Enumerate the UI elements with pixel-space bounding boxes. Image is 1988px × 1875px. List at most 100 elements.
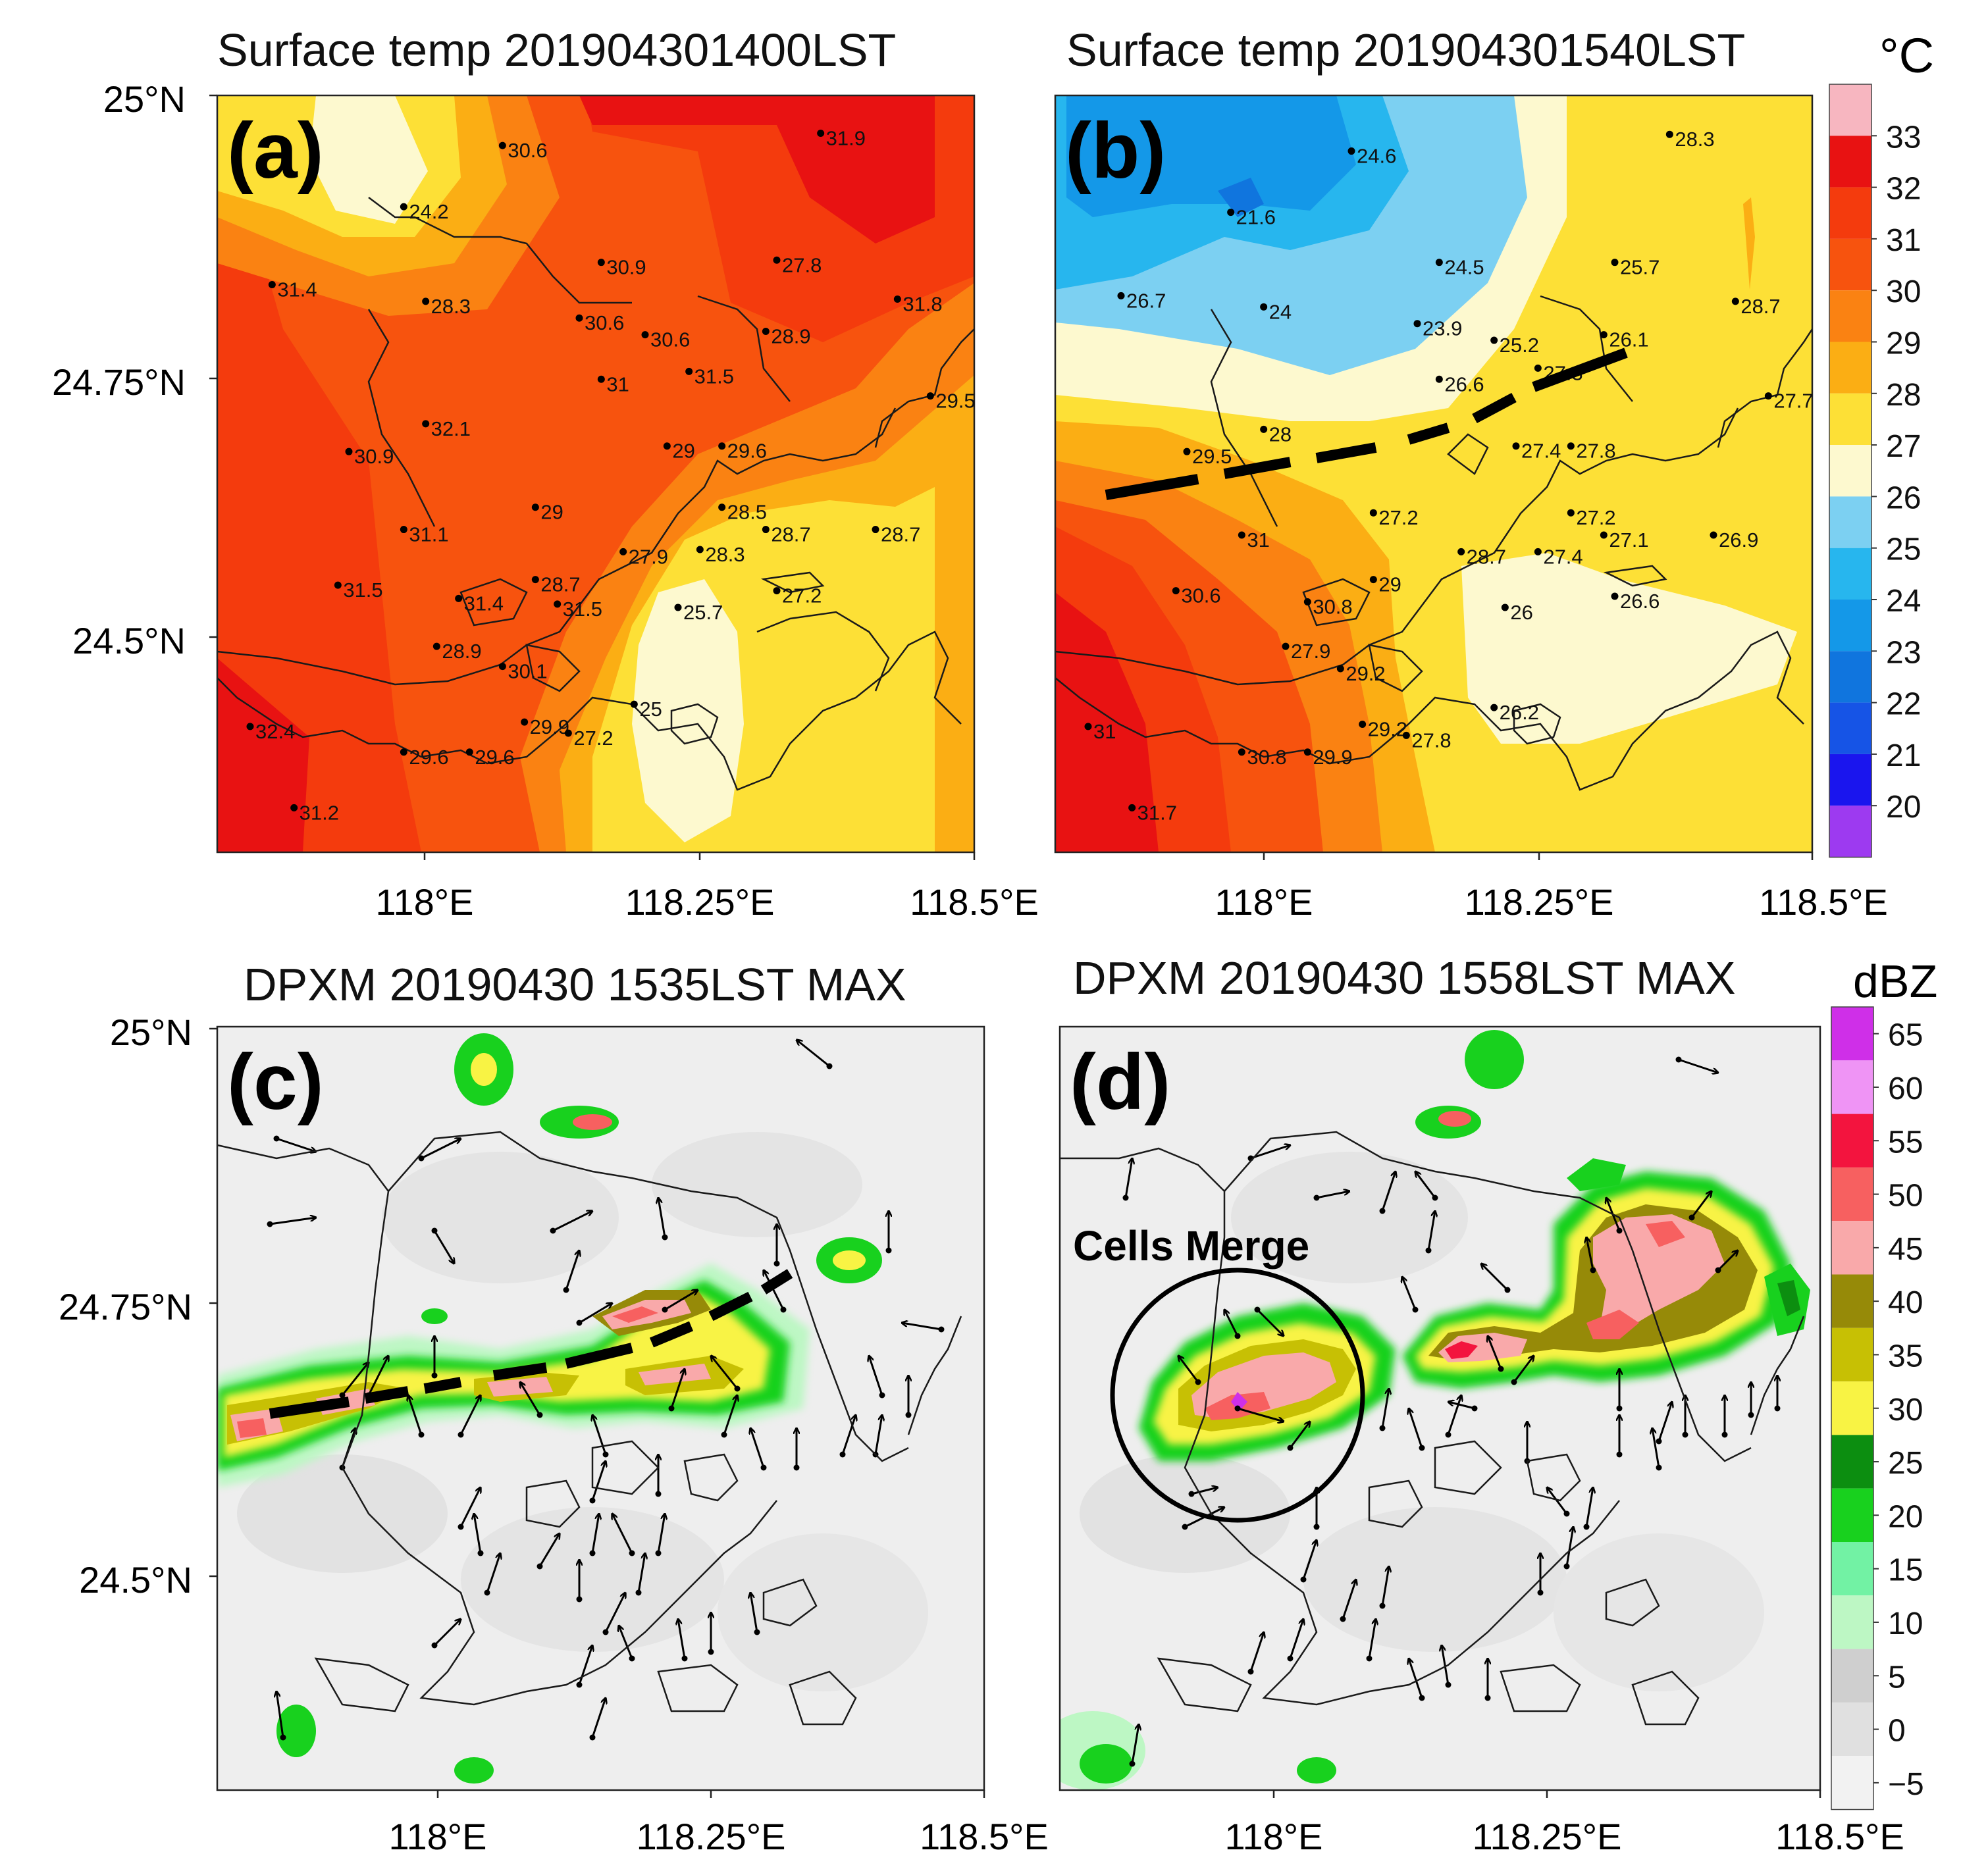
station-dot: [597, 375, 605, 383]
panel-d-field: [1060, 1027, 1820, 1790]
panel-b-coastline: [1055, 295, 1812, 791]
station-value: 27.2: [573, 727, 613, 750]
station-dot: [400, 748, 407, 756]
station-dot: [1600, 331, 1608, 339]
panel-d-title: DPXM 20190430 1558LST MAX: [1073, 952, 1736, 1004]
colorbar-label: 5: [1888, 1660, 1906, 1695]
colorbar-segment: [1831, 1595, 1873, 1649]
colorbar-label: 32: [1886, 172, 1921, 207]
station-dot: [619, 548, 627, 555]
panel-c-x-axis: 118°E 118.25°E 118.5°E: [388, 1790, 1049, 1857]
station-value: 28.5: [727, 501, 767, 524]
x-tick-118-25: 118.25°E: [1473, 1816, 1622, 1857]
panel-b-letter: (b): [1065, 107, 1166, 195]
station-value: 30.6: [1181, 584, 1220, 607]
wind-vector: [1409, 1658, 1423, 1699]
station-dot: [1490, 336, 1498, 344]
wind-vector: [1409, 1408, 1423, 1449]
panel-c-coastline: [217, 1131, 962, 1726]
y-tick-25: 25°N: [103, 78, 186, 120]
temp-fill-26-se: [632, 579, 744, 842]
station-dot: [1567, 442, 1575, 450]
station-dot: [1282, 642, 1290, 650]
station-value: 29: [672, 440, 694, 463]
station-dot: [1084, 723, 1092, 731]
station-dot: [1731, 297, 1739, 305]
station-value: 30.9: [354, 445, 394, 468]
wind-vector: [874, 1415, 882, 1455]
station-value: 31.5: [563, 598, 602, 621]
wind-vector: [269, 1218, 316, 1225]
colorbar-label: 20: [1888, 1499, 1923, 1534]
colorbar-frame: [1829, 84, 1872, 858]
radar-scattered-echoes: [276, 1033, 882, 1784]
station-dot: [1490, 704, 1498, 711]
station-dot: [432, 642, 440, 650]
station-value: 28.9: [771, 325, 810, 348]
colorbar-segment: [1831, 1435, 1873, 1489]
colorbar-label: −5: [1888, 1767, 1924, 1802]
colorbar-label: 25: [1886, 532, 1921, 567]
panel-d-x-axis: 118°E 118.25°E 118.5°E: [1224, 1790, 1904, 1857]
wind-vector: [711, 1356, 739, 1389]
station-dot: [1534, 364, 1542, 372]
wind-vector: [592, 1415, 607, 1455]
station-dot: [1435, 375, 1443, 383]
colorbar-segment: [1829, 342, 1871, 394]
station-value: 27.8: [1411, 729, 1451, 752]
station-dot: [1402, 731, 1410, 739]
panel-c-y-axis: 25°N 24.75°N 24.5°N: [59, 1012, 217, 1601]
station-value: 24.2: [409, 200, 448, 223]
station-dot: [345, 448, 353, 455]
station-value: 26.9: [1719, 528, 1758, 552]
colorbar-segment: [1831, 1114, 1873, 1168]
wind-vector: [421, 1139, 461, 1160]
wind-vector: [459, 1395, 481, 1435]
temp-fill-28-spot: [1743, 197, 1755, 290]
panel-c: DPXM 20190430 1535LST MAX: [59, 959, 1049, 1857]
station-value: 21.6: [1236, 206, 1276, 229]
temp-fill-26-nw: [309, 95, 428, 224]
wind-vector: [367, 1356, 388, 1396]
station-value: 27.9: [629, 545, 668, 568]
station-value: 27.4: [1543, 545, 1583, 568]
x-tick-118-5: 118.5°E: [1775, 1816, 1904, 1857]
colorbar-segment: [1831, 1702, 1873, 1757]
station-dot: [1413, 320, 1421, 328]
wind-vector: [1316, 1191, 1349, 1199]
x-tick-118-25: 118.25°E: [625, 881, 775, 923]
colorbar-segment: [1829, 548, 1871, 600]
wind-vector: [1678, 1058, 1718, 1073]
wind-vector: [1565, 1527, 1573, 1567]
station-dot: [597, 259, 605, 267]
station-dot: [685, 367, 693, 375]
colorbar-segment: [1831, 1167, 1873, 1221]
colorbar-segment: [1829, 393, 1871, 446]
station-value: 28.7: [540, 573, 580, 596]
station-value: 23.9: [1423, 317, 1462, 340]
wind-vector: [1658, 1402, 1672, 1442]
panel-a-frame: [216, 94, 976, 854]
station-value: 24.6: [1357, 145, 1396, 168]
wind-vector: [664, 1290, 698, 1311]
station-dot: [762, 526, 770, 534]
wind-vector: [1381, 1389, 1389, 1429]
station-value: 26.6: [1620, 590, 1660, 613]
station-value: 30.6: [508, 139, 547, 162]
temp-colorbar-unit: °C: [1879, 28, 1934, 83]
station-dot: [718, 503, 726, 511]
station-value: 31.5: [694, 365, 734, 388]
radar-colorbar-unit: dBZ: [1853, 956, 1937, 1007]
wind-vector: [1402, 1277, 1417, 1310]
temp-fill-22: [1218, 178, 1264, 217]
x-tick-118: 118°E: [375, 881, 473, 923]
wind-vector: [520, 1382, 541, 1416]
station-dot: [1611, 592, 1619, 600]
station-dot: [498, 141, 506, 149]
wind-vector: [841, 1415, 856, 1455]
station-dot: [663, 442, 671, 450]
colorbar-segment: [1829, 754, 1871, 806]
station-value: 31: [606, 372, 629, 396]
station-value: 27.4: [1521, 440, 1561, 463]
